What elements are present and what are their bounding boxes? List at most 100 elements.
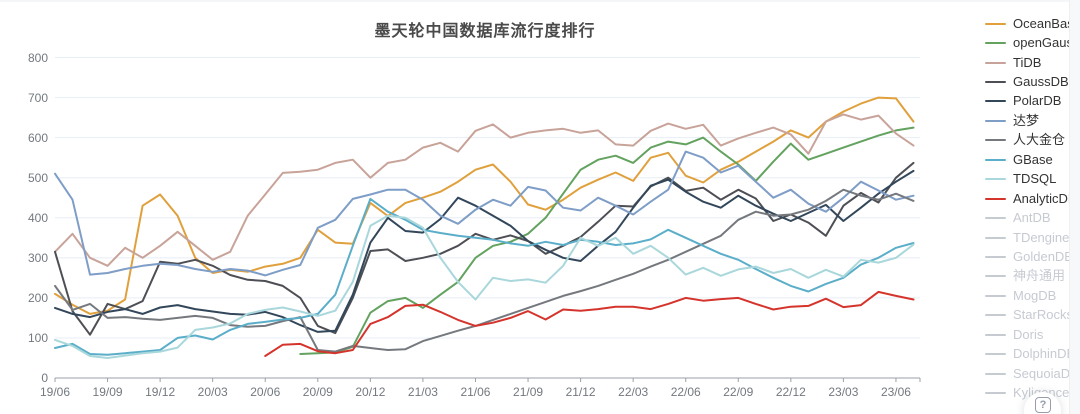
legend-label: 神舟通用 bbox=[1013, 268, 1066, 284]
legend-line-swatch bbox=[985, 81, 1006, 84]
legend-label: GaussDB bbox=[1013, 74, 1069, 90]
legend-item-TiDB[interactable]: TiDB bbox=[985, 53, 1080, 72]
legend-line-swatch bbox=[985, 392, 1006, 395]
legend-label: 达梦 bbox=[1013, 112, 1040, 128]
x-axis-label: 21/03 bbox=[407, 385, 438, 399]
legend-line-swatch bbox=[985, 236, 1006, 239]
line-chart-plot bbox=[54, 57, 921, 382]
y-axis-label: 400 bbox=[27, 210, 48, 225]
legend-line-swatch bbox=[985, 197, 1006, 200]
legend-line-swatch bbox=[985, 139, 1006, 142]
legend-item-openGauss[interactable]: openGauss bbox=[985, 33, 1080, 52]
legend-item-GBase[interactable]: GBase bbox=[985, 150, 1080, 169]
y-axis-label: 700 bbox=[27, 90, 48, 105]
y-axis-label: 0 bbox=[41, 371, 48, 385]
series-line-达梦[interactable] bbox=[54, 150, 915, 277]
legend-item-SequoiaDB[interactable]: SequoiaDB bbox=[985, 364, 1080, 383]
legend-item-Doris[interactable]: Doris bbox=[985, 325, 1080, 344]
series-line-AnalyticDB[interactable] bbox=[264, 290, 915, 357]
series-line-PolarDB[interactable] bbox=[54, 169, 915, 333]
x-axis-label: 20/06 bbox=[250, 385, 281, 399]
help-button[interactable]: ? bbox=[1024, 392, 1061, 414]
legend-line-swatch bbox=[985, 275, 1006, 278]
series-line-TiDB[interactable] bbox=[54, 113, 915, 267]
x-axis-label: 19/12 bbox=[145, 385, 176, 399]
legend-label: SequoiaDB bbox=[1013, 365, 1079, 381]
legend-line-swatch bbox=[985, 61, 1006, 64]
legend-label: GoldenDB bbox=[1013, 248, 1073, 264]
y-axis-label: 200 bbox=[27, 290, 48, 305]
legend-item-AnalyticDB[interactable]: AnalyticDB bbox=[985, 189, 1080, 208]
x-axis-label: 22/09 bbox=[723, 385, 754, 399]
x-axis-label: 21/12 bbox=[565, 385, 596, 399]
series-line-GaussDB[interactable] bbox=[54, 161, 915, 336]
x-axis-label: 20/03 bbox=[197, 385, 228, 399]
legend-label: MogDB bbox=[1013, 287, 1057, 303]
y-axis-label: 600 bbox=[27, 130, 48, 145]
legend-label: OceanBase bbox=[1013, 15, 1080, 31]
legend-line-swatch bbox=[985, 314, 1006, 317]
x-axis-label: 22/03 bbox=[618, 385, 649, 399]
series-line-openGauss[interactable] bbox=[299, 126, 915, 355]
legend-line-swatch bbox=[985, 158, 1006, 161]
legend-item-人大金仓[interactable]: 人大金仓 bbox=[985, 131, 1080, 150]
legend-label: TDengine bbox=[1013, 229, 1070, 245]
x-axis-label: 21/09 bbox=[513, 385, 544, 399]
legend-line-swatch bbox=[985, 119, 1006, 122]
chart-legend: OceanBase openGauss TiDB GaussDB PolarDB 达梦人大… bbox=[985, 14, 1080, 403]
x-axis-label: 22/12 bbox=[775, 385, 806, 399]
y-axis-label: 500 bbox=[27, 170, 48, 185]
y-axis-label: 100 bbox=[27, 330, 48, 345]
legend-label: TDSQL bbox=[1013, 171, 1057, 187]
legend-label: DolphinDB bbox=[1013, 346, 1076, 362]
legend-item-DolphinDB[interactable]: DolphinDB bbox=[985, 344, 1080, 363]
legend-label: TiDB bbox=[1013, 54, 1042, 70]
x-axis-label: 23/03 bbox=[828, 385, 859, 399]
legend-label: Doris bbox=[1013, 326, 1044, 342]
legend-line-swatch bbox=[985, 294, 1006, 297]
help-icon: ? bbox=[1035, 397, 1051, 413]
legend-line-swatch bbox=[985, 178, 1006, 181]
legend-item-OceanBase[interactable]: OceanBase bbox=[985, 14, 1080, 33]
legend-label: AnalyticDB bbox=[1013, 190, 1077, 206]
top-hairline bbox=[0, 0, 1080, 2]
x-axis-label: 19/09 bbox=[92, 385, 123, 399]
legend-line-swatch bbox=[985, 333, 1006, 336]
legend-item-神舟通用[interactable]: 神舟通用 bbox=[985, 267, 1080, 286]
legend-item-TDengine[interactable]: TDengine bbox=[985, 228, 1080, 247]
legend-line-swatch bbox=[985, 372, 1006, 375]
x-axis-label: 22/06 bbox=[670, 385, 701, 399]
legend-line-swatch bbox=[985, 100, 1006, 103]
legend-label: StarRocks bbox=[1013, 307, 1073, 323]
legend-line-swatch bbox=[985, 22, 1006, 25]
x-axis-label: 20/12 bbox=[355, 385, 386, 399]
legend-item-GoldenDB[interactable]: GoldenDB bbox=[985, 247, 1080, 266]
legend-item-达梦[interactable]: 达梦 bbox=[985, 111, 1080, 130]
legend-label: openGauss bbox=[1013, 35, 1080, 51]
legend-item-TDSQL[interactable]: TDSQL bbox=[985, 170, 1080, 189]
x-axis-label: 20/09 bbox=[302, 385, 333, 399]
series-line-TDSQL[interactable] bbox=[54, 214, 915, 359]
scrollbar-track[interactable] bbox=[1069, 0, 1080, 414]
series-line-GBase[interactable] bbox=[54, 197, 915, 356]
y-axis-label: 800 bbox=[27, 50, 48, 65]
legend-line-swatch bbox=[985, 353, 1006, 356]
x-axis-label: 19/06 bbox=[39, 385, 71, 399]
legend-item-MogDB[interactable]: MogDB bbox=[985, 286, 1080, 305]
legend-label: AntDB bbox=[1013, 210, 1051, 226]
legend-item-GaussDB[interactable]: GaussDB bbox=[985, 72, 1080, 91]
legend-item-AntDB[interactable]: AntDB bbox=[985, 208, 1080, 227]
legend-line-swatch bbox=[985, 255, 1006, 258]
legend-line-swatch bbox=[985, 217, 1006, 220]
chart-title: 墨天轮中国数据库流行度排行 bbox=[374, 23, 596, 40]
x-axis-label: 21/06 bbox=[460, 385, 491, 399]
y-axis-label: 300 bbox=[27, 250, 48, 265]
legend-label: GBase bbox=[1013, 151, 1053, 167]
legend-label: 人大金仓 bbox=[1013, 132, 1066, 148]
legend-item-StarRocks[interactable]: StarRocks bbox=[985, 306, 1080, 325]
legend-line-swatch bbox=[985, 42, 1006, 45]
series-line-人大金仓[interactable] bbox=[54, 188, 915, 353]
legend-item-PolarDB[interactable]: PolarDB bbox=[985, 92, 1080, 111]
legend-label: PolarDB bbox=[1013, 93, 1062, 109]
